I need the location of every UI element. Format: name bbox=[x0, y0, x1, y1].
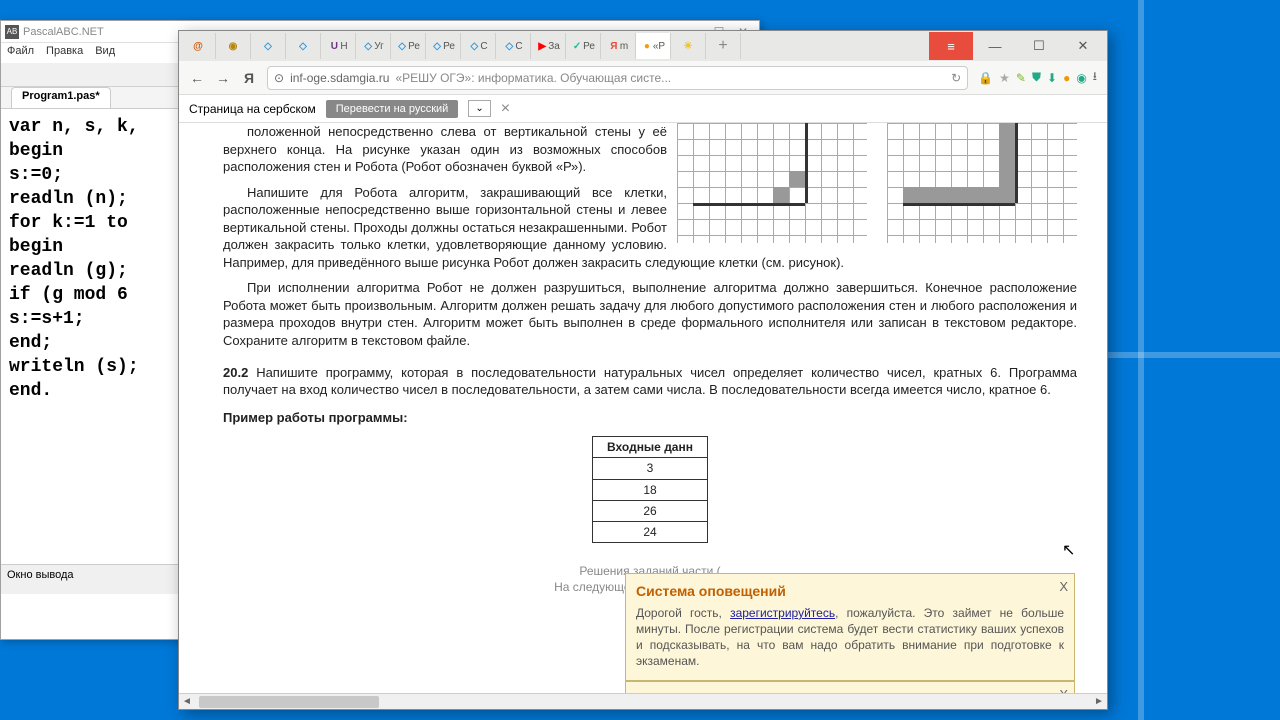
pascal-title: PascalABC.NET bbox=[23, 26, 104, 38]
menu-view[interactable]: Вид bbox=[95, 45, 115, 61]
browser-addressbar: ← → Я ⊙ inf-oge.sdamgia.ru «РЕШУ ОГЭ»: и… bbox=[179, 61, 1107, 95]
download-icon[interactable]: ⭳ bbox=[1093, 67, 1097, 88]
favicon: ◉ bbox=[227, 40, 239, 52]
task-number: 20.2 bbox=[223, 365, 248, 380]
favicon: Я bbox=[608, 40, 620, 52]
browser-tab[interactable]: ◇ Ре bbox=[391, 33, 426, 59]
favicon: U bbox=[328, 40, 340, 52]
horizontal-scrollbar[interactable]: ◄► bbox=[179, 693, 1107, 709]
favicon: ◇ bbox=[262, 40, 274, 52]
browser-maximize[interactable]: ☐ bbox=[1017, 32, 1061, 60]
browser-tabstrip: @◉◇◇U H◇ Уг◇ Ре◇ Ре◇ С◇ С▶ За✓ РеЯ m● «Р… bbox=[179, 31, 1107, 61]
browser-tab[interactable]: ✓ Ре bbox=[566, 33, 601, 59]
nav-back[interactable]: ← bbox=[189, 70, 205, 86]
browser-tab[interactable]: ◇ С bbox=[461, 33, 496, 59]
star-icon[interactable]: ★ bbox=[999, 71, 1010, 85]
favicon: ✓ bbox=[571, 40, 583, 52]
translate-dropdown[interactable]: ⌄ bbox=[468, 100, 490, 117]
table-row: 26 bbox=[593, 500, 708, 521]
favicon: ◇ bbox=[396, 40, 408, 52]
menu-file[interactable]: Файл bbox=[7, 45, 34, 61]
browser-tab[interactable]: ◉ bbox=[216, 33, 251, 59]
robot-grid-figure bbox=[677, 123, 1077, 243]
notif-close-1[interactable]: X bbox=[1059, 578, 1068, 596]
favicon: ☀ bbox=[682, 40, 694, 52]
table-header: Входные данн bbox=[593, 437, 708, 458]
translate-label: Страница на сербском bbox=[189, 102, 316, 116]
example-label: Пример работы программы: bbox=[223, 409, 1077, 427]
table-row: 3 bbox=[593, 458, 708, 479]
browser-toolbar-icons: 🔒 ★ ✎ ⛊ ⬇ ● ◉ ⭳ bbox=[978, 67, 1097, 88]
browser-tab[interactable]: ◇ bbox=[251, 33, 286, 59]
url-title: «РЕШУ ОГЭ»: информатика. Обучающая систе… bbox=[395, 71, 671, 85]
table-row: 24 bbox=[593, 521, 708, 542]
url-field[interactable]: ⊙ inf-oge.sdamgia.ru «РЕШУ ОГЭ»: информа… bbox=[267, 66, 968, 90]
ext-icon-5[interactable]: ◉ bbox=[1076, 71, 1086, 85]
bookmark-icon[interactable]: 🔒 bbox=[978, 71, 993, 85]
browser-tab[interactable]: ☀ bbox=[671, 33, 706, 59]
browser-window: @◉◇◇U H◇ Уг◇ Ре◇ Ре◇ С◇ С▶ За✓ РеЯ m● «Р… bbox=[178, 30, 1108, 710]
favicon: @ bbox=[192, 40, 204, 52]
browser-tab[interactable]: @ bbox=[181, 33, 216, 59]
browser-tab[interactable]: U H bbox=[321, 33, 356, 59]
pascal-app-icon: AB bbox=[5, 25, 19, 39]
example-table: Входные данн 3 18 26 24 bbox=[592, 436, 708, 543]
notif-body-1: Дорогой гость, зарегистрируйтесь, пожалу… bbox=[636, 605, 1064, 670]
favicon: ◇ bbox=[468, 40, 480, 52]
table-row: 18 bbox=[593, 479, 708, 500]
ext-icon-1[interactable]: ✎ bbox=[1016, 71, 1026, 85]
task-20-2: 20.2 Напишите программу, которая в после… bbox=[223, 364, 1077, 399]
favicon: ◇ bbox=[503, 40, 515, 52]
new-tab-button[interactable]: + bbox=[706, 33, 741, 59]
menu-edit[interactable]: Правка bbox=[46, 45, 83, 61]
favicon: ● bbox=[641, 40, 653, 52]
page-content: положенной непосредственно слева от верт… bbox=[179, 123, 1107, 709]
translate-button[interactable]: Перевести на русский bbox=[326, 100, 459, 118]
browser-minimize[interactable]: — bbox=[973, 32, 1017, 60]
favicon: ◇ bbox=[362, 40, 374, 52]
browser-tab[interactable]: ◇ bbox=[286, 33, 321, 59]
pascal-file-tab[interactable]: Program1.pas* bbox=[11, 87, 111, 108]
favicon: ◇ bbox=[431, 40, 443, 52]
browser-tab[interactable]: ● «Р bbox=[636, 33, 671, 59]
browser-close[interactable]: ✕ bbox=[1061, 32, 1105, 60]
browser-tab[interactable]: ◇ Ре bbox=[426, 33, 461, 59]
url-host: inf-oge.sdamgia.ru bbox=[290, 71, 389, 85]
ext-icon-2[interactable]: ⛊ bbox=[1032, 70, 1041, 85]
reload-icon[interactable]: ↻ bbox=[951, 71, 961, 85]
notif-title-1: Система оповещений bbox=[636, 582, 1064, 601]
translate-close[interactable]: × bbox=[501, 100, 510, 118]
paragraph-3: При исполнении алгоритма Робот не должен… bbox=[223, 279, 1077, 349]
browser-tab[interactable]: ▶ За bbox=[531, 33, 566, 59]
browser-menu-button[interactable]: ≡ bbox=[929, 32, 973, 60]
lock-icon: ⊙ bbox=[274, 71, 284, 85]
nav-forward[interactable]: → bbox=[215, 70, 231, 86]
notification-1: X Система оповещений Дорогой гость, заре… bbox=[625, 573, 1075, 681]
browser-tab[interactable]: ◇ С bbox=[496, 33, 531, 59]
ext-icon-4[interactable]: ● bbox=[1063, 71, 1070, 85]
favicon: ◇ bbox=[297, 40, 309, 52]
ext-icon-3[interactable]: ⬇ bbox=[1047, 71, 1057, 85]
browser-tab[interactable]: ◇ Уг bbox=[356, 33, 391, 59]
favicon: ▶ bbox=[536, 40, 548, 52]
translate-bar: Страница на сербском Перевести на русски… bbox=[179, 95, 1107, 123]
register-link[interactable]: зарегистрируйтесь bbox=[730, 606, 835, 620]
nav-yandex[interactable]: Я bbox=[241, 70, 257, 86]
browser-tab[interactable]: Я m bbox=[601, 33, 636, 59]
